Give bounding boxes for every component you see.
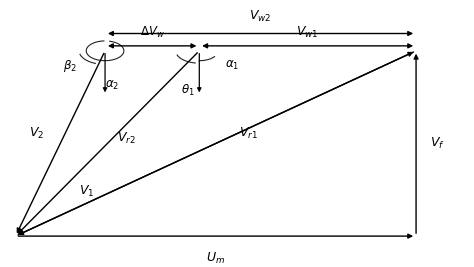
Text: $V_1$: $V_1$ (79, 184, 94, 199)
Text: $V_2$: $V_2$ (29, 126, 44, 141)
Text: $\beta_2$: $\beta_2$ (63, 58, 77, 74)
Text: $V_{r1}$: $V_{r1}$ (239, 126, 258, 141)
Text: $\theta_1$: $\theta_1$ (181, 83, 194, 98)
Text: $V_{r2}$: $V_{r2}$ (117, 131, 136, 146)
Text: $V_{w1}$: $V_{w1}$ (296, 25, 319, 40)
Text: $V_f$: $V_f$ (430, 136, 445, 151)
Text: $\alpha_2$: $\alpha_2$ (105, 79, 119, 92)
Text: $\alpha_1$: $\alpha_1$ (225, 59, 239, 72)
Text: $U_m$: $U_m$ (206, 251, 225, 266)
Text: $V_{w2}$: $V_{w2}$ (249, 9, 272, 23)
Text: $\Delta V_w$: $\Delta V_w$ (140, 25, 164, 40)
